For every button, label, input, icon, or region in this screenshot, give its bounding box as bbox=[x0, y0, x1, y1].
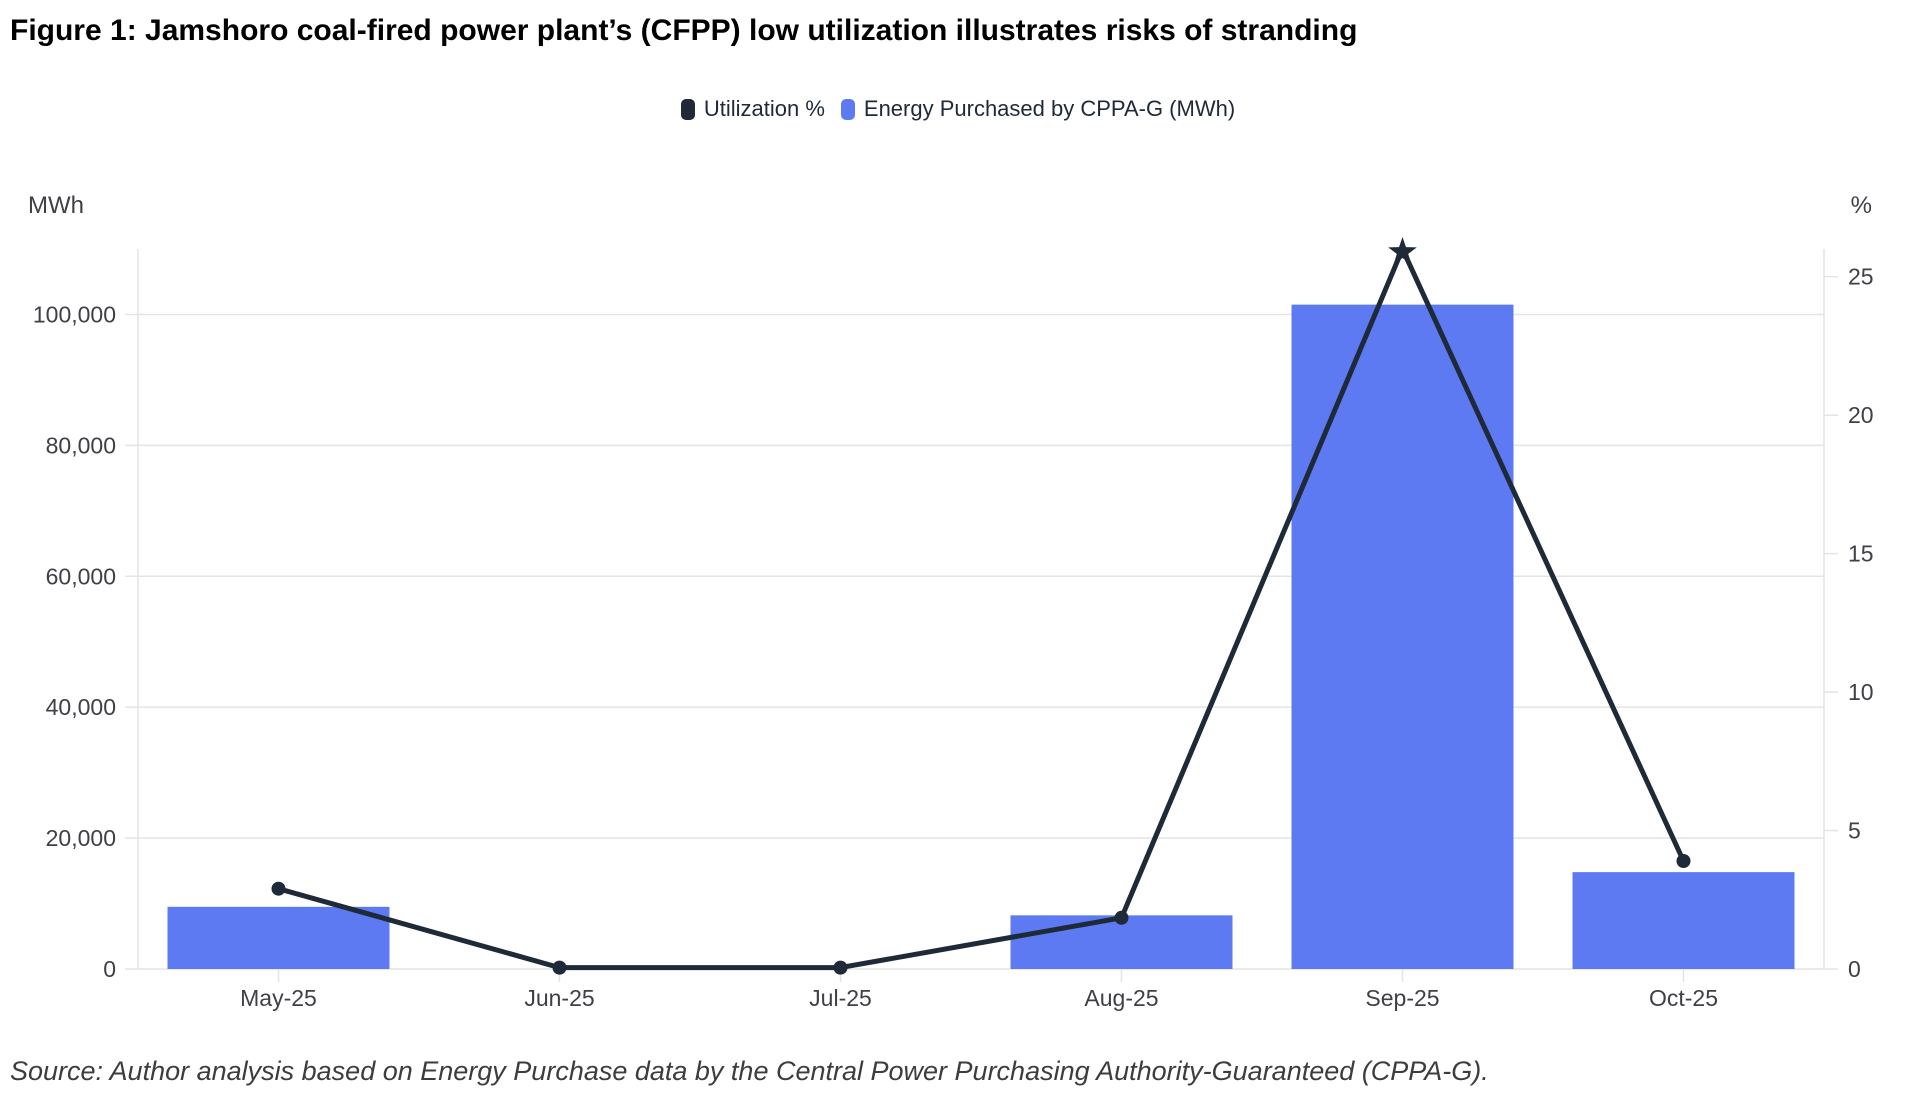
y-axis-tick-label-right: 15 bbox=[1848, 541, 1874, 567]
left-axis-unit-label: MWh bbox=[28, 192, 84, 219]
y-axis-tick-label-right: 5 bbox=[1848, 818, 1861, 844]
legend-label-energy: Energy Purchased by CPPA-G (MWh) bbox=[863, 96, 1236, 121]
line-point-Jun-25 bbox=[552, 960, 567, 975]
x-axis-tick-label: Aug-25 bbox=[1084, 985, 1158, 1011]
y-axis-tick-label-right: 25 bbox=[1848, 264, 1874, 290]
chart-legend: Utilization % Energy Purchased by CPPA-G… bbox=[0, 96, 1916, 122]
x-axis-tick-label: Jun-25 bbox=[524, 985, 594, 1011]
y-axis-tick-label-right: 20 bbox=[1848, 402, 1874, 428]
y-axis-tick-label-left: 60,000 bbox=[46, 563, 116, 589]
bar-May-25 bbox=[167, 906, 390, 969]
bar-Oct-25 bbox=[1572, 872, 1795, 969]
y-axis-tick-label-left: 0 bbox=[103, 956, 116, 982]
line-point-Jul-25 bbox=[833, 960, 848, 975]
x-axis-tick-label: Oct-25 bbox=[1649, 985, 1718, 1011]
x-axis-tick-label: Jul-25 bbox=[809, 985, 872, 1011]
x-axis-tick-label: May-25 bbox=[240, 985, 317, 1011]
line-point-Oct-25 bbox=[1676, 854, 1691, 868]
y-axis-tick-label-right: 0 bbox=[1848, 956, 1861, 982]
legend-item-energy: Energy Purchased by CPPA-G (MWh) bbox=[840, 96, 1236, 122]
peak-star-marker bbox=[1388, 237, 1417, 265]
legend-item-utilization: Utilization % bbox=[680, 96, 825, 122]
y-axis-tick-label-left: 100,000 bbox=[33, 301, 116, 327]
y-axis-tick-label-left: 80,000 bbox=[46, 432, 116, 458]
y-axis-tick-label-right: 10 bbox=[1848, 679, 1874, 705]
x-axis-tick-label: Sep-25 bbox=[1365, 985, 1439, 1011]
y-axis-tick-label-left: 20,000 bbox=[46, 825, 116, 851]
utilization-line-series bbox=[276, 246, 1686, 971]
figure-title: Figure 1: Jamshoro coal-fired power plan… bbox=[10, 14, 1358, 47]
right-axis-unit-label: % bbox=[1850, 192, 1872, 219]
legend-swatch-utilization-icon bbox=[680, 98, 695, 120]
line-point-May-25 bbox=[271, 881, 286, 896]
y-axis-tick-label-left: 40,000 bbox=[46, 694, 116, 720]
line-point-Aug-25 bbox=[1114, 910, 1129, 925]
legend-label-utilization: Utilization % bbox=[703, 96, 825, 121]
source-note: Source: Author analysis based on Energy … bbox=[10, 1056, 1489, 1086]
bar-Sep-25 bbox=[1291, 304, 1514, 969]
legend-swatch-energy-icon bbox=[840, 98, 855, 120]
